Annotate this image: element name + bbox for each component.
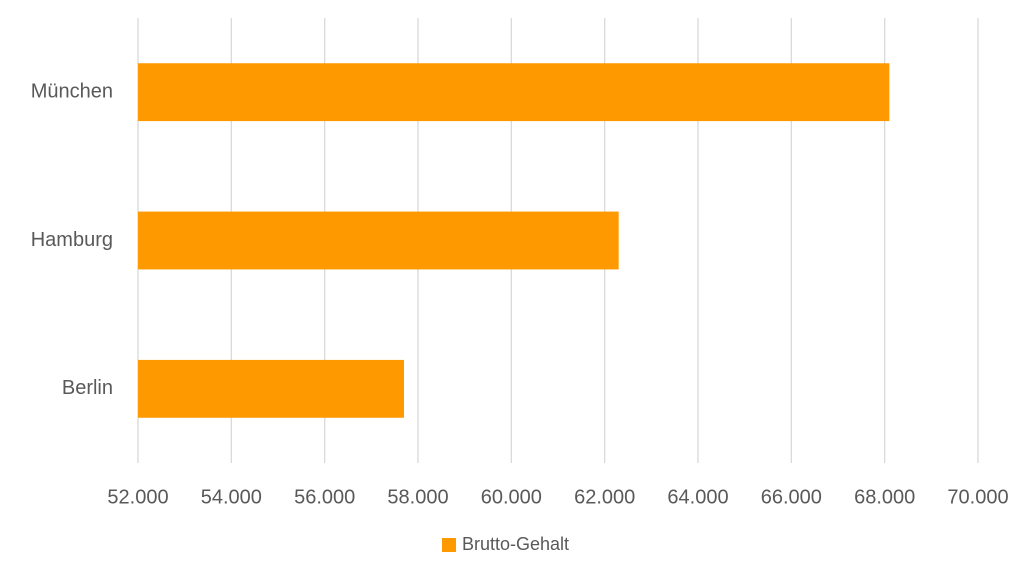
x-tick-label: 56.000: [294, 486, 355, 508]
x-tick-label: 66.000: [761, 486, 822, 508]
x-tick-label: 58.000: [387, 486, 448, 508]
bar: [138, 359, 404, 418]
legend-swatch: [442, 538, 456, 552]
y-tick-label: Berlin: [62, 377, 113, 399]
bar: [138, 211, 619, 270]
x-tick-label: 62.000: [574, 486, 635, 508]
x-tick-label: 60.000: [481, 486, 542, 508]
x-tick-label: 68.000: [854, 486, 915, 508]
x-tick-label: 70.000: [947, 486, 1008, 508]
x-tick-label: 52.000: [107, 486, 168, 508]
x-tick-label: 64.000: [667, 486, 728, 508]
bar: [138, 63, 890, 122]
y-tick-label: München: [31, 80, 113, 102]
y-tick-label: Hamburg: [31, 229, 113, 251]
x-tick-label: 54.000: [201, 486, 262, 508]
legend-label: Brutto-Gehalt: [462, 534, 569, 554]
